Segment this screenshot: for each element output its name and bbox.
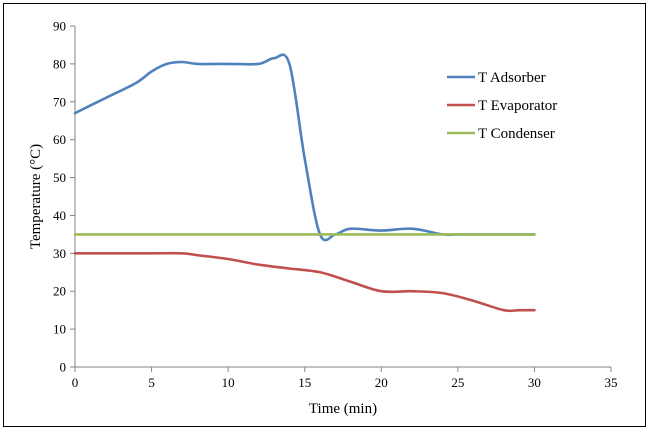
- x-tick-label: 0: [72, 375, 79, 390]
- x-tick-label: 35: [605, 375, 618, 390]
- y-tick-label: 10: [53, 322, 66, 337]
- y-tick-label: 0: [60, 360, 67, 375]
- x-tick-label: 10: [222, 375, 235, 390]
- y-tick-label: 80: [53, 56, 66, 71]
- y-tick-label: 90: [53, 19, 66, 34]
- series-line-t-evaporator: [73, 251, 536, 313]
- y-axis-title: Temperature (°C): [28, 144, 44, 249]
- chart-frame: [3, 3, 646, 427]
- x-axis-title: Time (min): [309, 401, 377, 417]
- y-axis-ticks: 0 10 20 30 40 50 60 70 80 90: [53, 19, 75, 375]
- x-tick-label: 5: [148, 375, 155, 390]
- legend-label-t-evaporator: T Evaporator: [478, 98, 557, 114]
- x-tick-label: 20: [375, 375, 388, 390]
- y-tick-label: 30: [53, 246, 66, 261]
- y-tick-label: 20: [53, 284, 66, 299]
- x-tick-label: 15: [298, 375, 311, 390]
- x-tick-label: 30: [528, 375, 541, 390]
- legend: T Adsorber T Evaporator T Condenser: [447, 70, 557, 142]
- series-line-t-adsorber: [73, 53, 536, 242]
- x-axis-ticks: 0 5 10 15 20 25 30 35: [72, 367, 618, 390]
- y-tick-label: 70: [53, 94, 66, 109]
- series-lines: [73, 53, 536, 313]
- y-tick-label: 60: [53, 132, 66, 147]
- legend-label-t-condenser: T Condenser: [478, 126, 555, 142]
- y-tick-label: 40: [53, 208, 66, 223]
- x-tick-label: 25: [451, 375, 464, 390]
- y-tick-label: 50: [53, 170, 66, 185]
- legend-label-t-adsorber: T Adsorber: [478, 70, 546, 86]
